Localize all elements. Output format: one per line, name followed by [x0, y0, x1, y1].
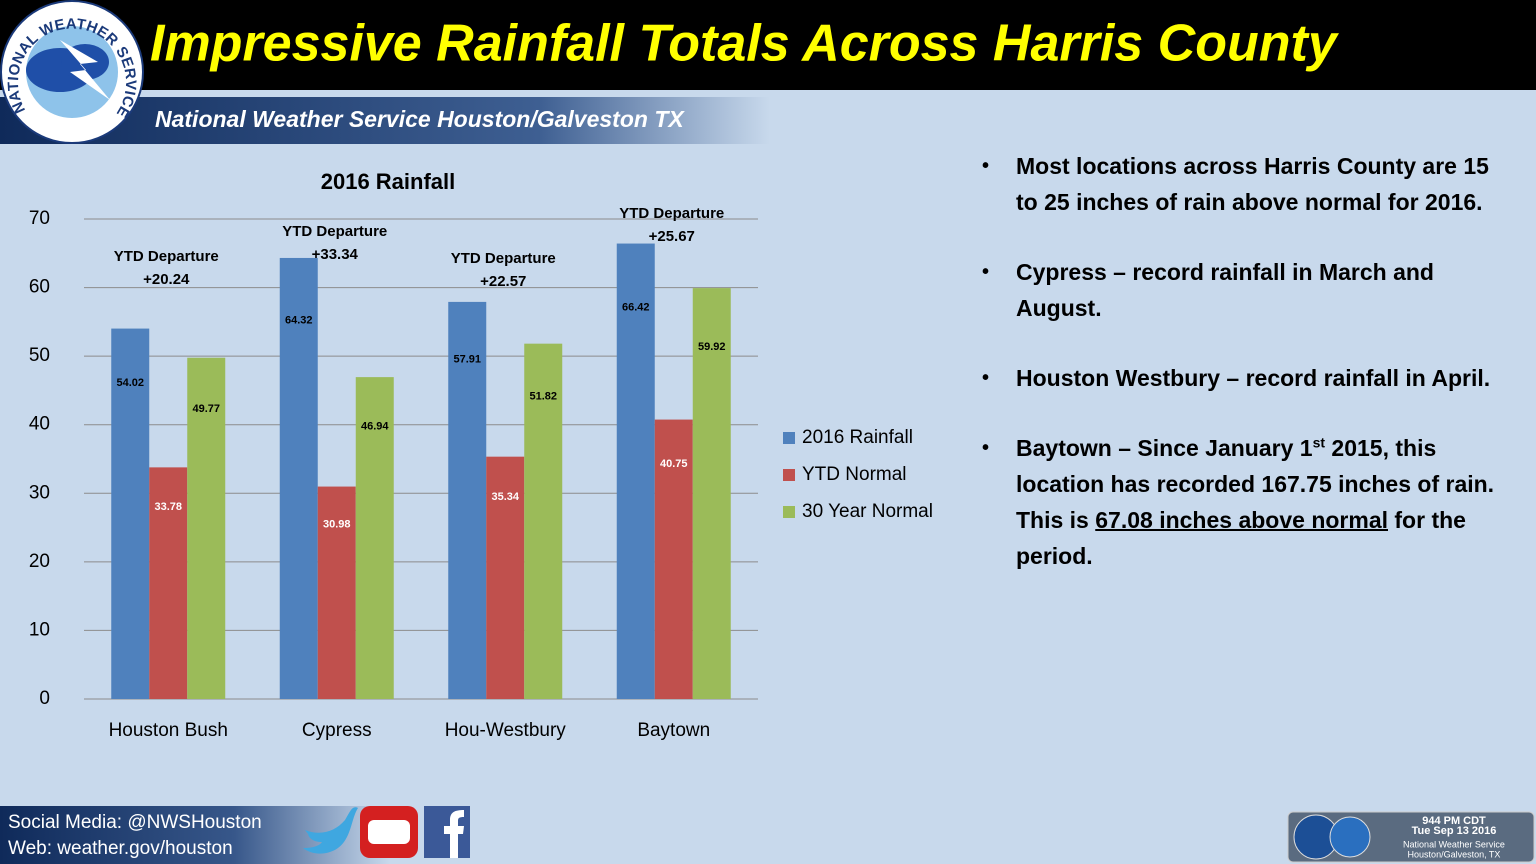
y-tick-label: 60 — [29, 277, 50, 298]
slide-subtitle: National Weather Service Houston/Galvest… — [155, 106, 685, 132]
value-label: 33.78 — [154, 501, 182, 513]
youtube-icon-inner — [368, 820, 410, 844]
annotation-label: YTD Departure — [282, 223, 387, 240]
legend-label: 2016 Rainfall — [802, 427, 913, 448]
bullet-text: 2015, this location has recorded 167.75 … — [1016, 435, 1495, 533]
legend-label: YTD Normal — [802, 464, 907, 485]
value-label: 57.91 — [453, 353, 481, 365]
x-tick-label: Cypress — [302, 720, 372, 741]
superscript: st — [1312, 434, 1326, 451]
title-bar — [0, 0, 1536, 90]
bullet: Most locations across Harris County are … — [980, 148, 1510, 220]
stamp-line: Houston/Galveston, TX — [1408, 849, 1501, 859]
value-label: 64.32 — [285, 314, 313, 326]
twitter-icon — [303, 807, 358, 854]
facebook-f — [444, 810, 464, 858]
bar — [355, 377, 394, 699]
value-label: 35.34 — [491, 491, 519, 503]
value-label: 51.82 — [529, 391, 557, 403]
web-text: Web: weather.gov/houston — [8, 838, 233, 859]
annotation-value: +33.34 — [312, 246, 359, 263]
value-label: 46.94 — [361, 420, 389, 432]
annotation-label: YTD Departure — [619, 205, 724, 222]
x-tick-label: Houston Bush — [109, 720, 228, 741]
stamp-line: National Weather Service — [1403, 839, 1505, 849]
y-tick-label: 40 — [29, 414, 50, 435]
bar — [187, 357, 226, 699]
legend-label: 30 Year Normal — [802, 501, 933, 522]
bullet-text: Houston Westbury – record rainfall in Ap… — [1016, 365, 1491, 391]
underlined-text: 67.08 inches above normal — [1095, 507, 1388, 533]
y-tick-label: 70 — [29, 208, 50, 229]
value-label: 40.75 — [660, 458, 688, 470]
chart-title: 2016 Rainfall — [321, 169, 456, 194]
y-tick-label: 30 — [29, 482, 50, 503]
annotation-value: +25.67 — [649, 228, 695, 245]
bullet: Houston Westbury – record rainfall in Ap… — [980, 360, 1510, 396]
bar — [111, 328, 150, 699]
social-text: Social Media: @NWSHouston — [8, 812, 262, 833]
nws-small-logo — [1329, 816, 1371, 858]
chart: 2016 Rainfall 0 10 20 30 40 50 60 70 Houston Bush… — [29, 169, 933, 741]
annotation-value: +20.24 — [143, 271, 190, 288]
bullet: Baytown – Since January 1st 2015, this l… — [980, 430, 1510, 574]
x-tick-label: Baytown — [637, 720, 710, 741]
bar — [524, 343, 563, 699]
bullet-text: Baytown – Since January 1 — [1016, 435, 1313, 461]
value-label: 30.98 — [323, 518, 351, 530]
value-label: 66.42 — [622, 302, 650, 314]
value-label: 54.02 — [116, 377, 144, 389]
bullet-text: Cypress – record rainfall in March and A… — [1016, 259, 1434, 321]
slide-title: Impressive Rainfall Totals Across Harris… — [150, 15, 1340, 73]
bar — [486, 456, 525, 699]
legend-swatch — [783, 432, 795, 444]
stamp-line: Tue Sep 13 2016 — [1412, 825, 1497, 837]
value-label: 59.92 — [698, 341, 726, 353]
bar — [149, 467, 188, 699]
bullet-text: for the period. — [1016, 507, 1466, 569]
bullet-text: Most locations across Harris County are … — [1016, 153, 1489, 215]
bar — [448, 301, 487, 699]
y-tick-label: 20 — [29, 551, 50, 572]
bar — [616, 243, 655, 699]
x-tick-label: Hou-Westbury — [445, 720, 567, 741]
annotation-value: +22.57 — [480, 273, 526, 290]
y-tick-label: 10 — [29, 619, 50, 640]
nws-logo: NATIONAL WEATHER SERVICE — [0, 0, 144, 144]
y-tick-label: 50 — [29, 345, 50, 366]
y-tick-label: 0 — [39, 688, 50, 709]
stamp-line: 944 PM CDT — [1422, 815, 1486, 827]
bullet: Cypress – record rainfall in March and A… — [980, 254, 1510, 326]
legend-swatch — [783, 506, 795, 518]
bullet-list: Most locations across Harris County are … — [980, 148, 1510, 608]
bar — [692, 288, 731, 699]
bar — [654, 419, 693, 699]
annotation-label: YTD Departure — [114, 248, 219, 265]
bar — [317, 486, 356, 699]
legend-swatch — [783, 469, 795, 481]
annotation-label: YTD Departure — [451, 250, 556, 267]
value-label: 49.77 — [192, 403, 220, 415]
bar — [279, 257, 318, 699]
